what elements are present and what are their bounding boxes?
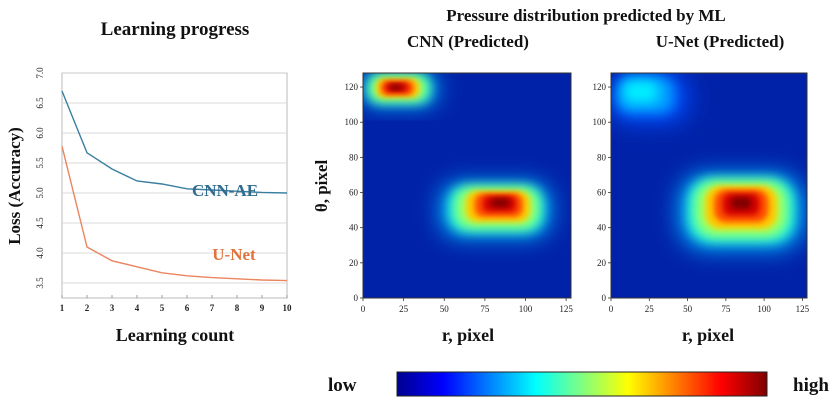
unet-y-ticks: 0 20 40 60 80 100 120: [593, 82, 611, 303]
unet-y-tick-label: 100: [593, 117, 607, 127]
cnn-hot-region-0: [390, 84, 402, 90]
learning-y-tick-label: 4.5: [35, 217, 45, 229]
unet-x-tick-label: 125: [796, 304, 810, 314]
learning-progress-title: Learning progress: [101, 19, 250, 40]
series-line-u-net: [61, 146, 288, 282]
learning-x-tick-label: 3: [110, 303, 115, 313]
cnn-x-tick-label: 100: [519, 304, 533, 314]
cnn-y-ticks: 0 20 40 60 80 100 120: [345, 82, 363, 303]
learning-x-tick-label: 1: [60, 303, 65, 313]
learning-series-labels: CNN-AE U-Net: [192, 181, 258, 264]
cnn-y-tick-label: 100: [345, 117, 359, 127]
learning-xlabel: Learning count: [116, 325, 235, 345]
cnn-map-frame: [362, 72, 572, 299]
unet-y-tick-label: 20: [597, 258, 607, 268]
cnn-x-tick-label: 50: [440, 304, 450, 314]
unet-hot-regions: [611, 73, 803, 249]
unet-x-tick-label: 75: [721, 304, 731, 314]
unet-heatmap: 0 20 40 60 80 100 120 0 25 50 75 100 125: [593, 72, 810, 314]
learning-x-tick-label: 10: [283, 303, 293, 313]
learning-x-tick-label: 4: [135, 303, 140, 313]
learning-y-tick-label: 6.0: [35, 127, 45, 139]
cnn-hot-regions: [363, 73, 550, 237]
pressure-heading: Pressure distribution predicted by ML: [446, 6, 726, 25]
unet-y-tick-label: 120: [593, 82, 607, 92]
learning-y-tick-label: 5.5: [35, 157, 45, 169]
unet-hot-region-0: [623, 80, 659, 103]
learning-y-tick-label: 7.0: [35, 67, 45, 79]
colorbar: [396, 371, 768, 397]
cnn-x-tick-label: 25: [399, 304, 409, 314]
cnn-y-tick-label: 40: [349, 223, 359, 233]
cnn-y-tick-label: 120: [345, 82, 359, 92]
unet-map-frame: [610, 72, 808, 299]
series-label-cnn-ae: CNN-AE: [192, 181, 258, 200]
learning-x-tick-label: 9: [260, 303, 265, 313]
learning-x-tick-label: 5: [160, 303, 165, 313]
learning-series: [61, 90, 288, 282]
unet-y-tick-label: 0: [602, 293, 607, 303]
colorbar-low-label: low: [328, 375, 357, 396]
learning-ylabel: Loss (Accuracy): [5, 127, 24, 245]
learning-plot: 3.5 4.0 4.5 5.0 5.5 6.0 6.5 7.0 1 2 3 4 5 6 7 8 9 10 CNN…: [35, 67, 292, 313]
series-label-u-net: U-Net: [212, 245, 256, 264]
cnn-map-title: CNN (Predicted): [407, 32, 529, 51]
unet-hot-region-1: [731, 197, 751, 209]
cnn-x-tick-label: 125: [559, 304, 573, 314]
cnn-y-tick-label: 0: [354, 293, 359, 303]
cnn-y-tick-label: 80: [349, 152, 359, 162]
cnn-x-ticks: 0 25 50 75 100 125: [361, 298, 573, 314]
unet-x-tick-label: 100: [757, 304, 771, 314]
unet-map-title: U-Net (Predicted): [656, 32, 785, 51]
unet-x-ticks: 0 25 50 75 100 125: [609, 298, 810, 314]
learning-y-tick-label: 5.0: [35, 187, 45, 199]
cnn-x-tick-label: 0: [361, 304, 366, 314]
unet-x-tick-label: 25: [645, 304, 655, 314]
cnn-x-tick-label: 75: [480, 304, 490, 314]
unet-x-tick-label: 0: [609, 304, 614, 314]
learning-x-tick-label: 8: [235, 303, 240, 313]
learning-x-tick-label: 6: [185, 303, 190, 313]
series-line-cnn-ae: [61, 90, 288, 194]
unet-y-tick-label: 60: [597, 188, 607, 198]
learning-x-tick-label: 7: [210, 303, 215, 313]
unet-xlabel: r, pixel: [682, 325, 734, 345]
learning-y-tick-label: 4.0: [35, 247, 45, 259]
cnn-hot-region-1: [491, 198, 509, 207]
learning-y-tick-label: 6.5: [35, 97, 45, 109]
learning-x-tick-label: 2: [85, 303, 90, 313]
learning-y-ticks: 3.5 4.0 4.5 5.0 5.5 6.0 6.5 7.0: [35, 67, 45, 289]
learning-x-ticks: 1 2 3 4 5 6 7 8 9 10: [60, 295, 292, 313]
cnn-ylabel: θ, pixel: [312, 160, 331, 213]
learning-y-tick-label: 3.5: [35, 277, 45, 289]
learning-plot-frame: [61, 72, 288, 299]
unet-y-tick-label: 40: [597, 223, 607, 233]
unet-x-tick-label: 50: [683, 304, 693, 314]
cnn-heatmap: 0 20 40 60 80 100 120 0 25 50 75 100 125: [345, 72, 573, 314]
cnn-xlabel: r, pixel: [442, 325, 494, 345]
colorbar-high-label: high: [793, 375, 829, 396]
cnn-y-tick-label: 20: [349, 258, 359, 268]
cnn-y-tick-label: 60: [349, 188, 359, 198]
learning-grid: [62, 72, 287, 284]
unet-y-tick-label: 80: [597, 152, 607, 162]
